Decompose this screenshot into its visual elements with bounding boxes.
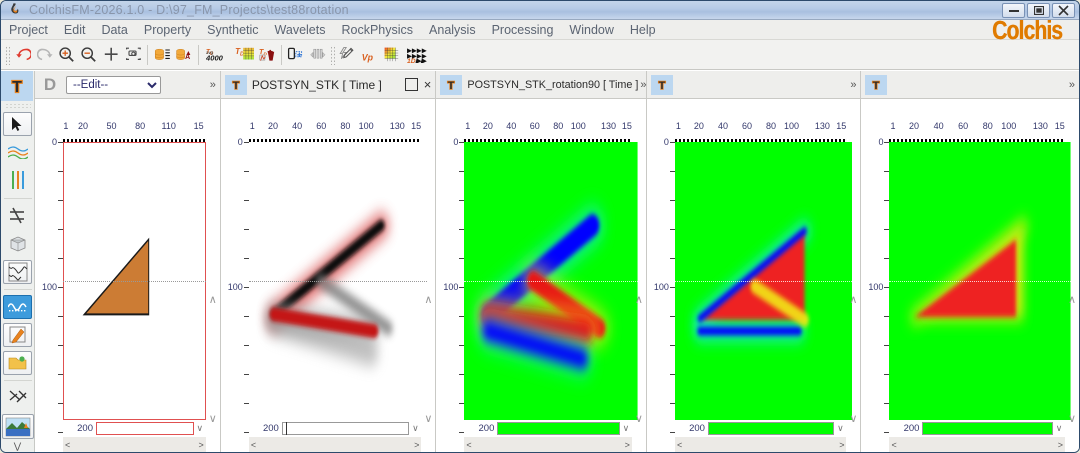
svg-text:T: T	[873, 80, 880, 92]
svg-text:T: T	[232, 80, 239, 92]
svg-text:1D▶▶: 1D▶▶	[407, 57, 427, 63]
svg-text:A: A	[185, 51, 190, 60]
svg-text:T: T	[448, 80, 455, 92]
svg-text:T: T	[659, 80, 666, 92]
svg-text:4000: 4000	[206, 53, 224, 62]
svg-text:T: T	[12, 79, 22, 96]
svg-text:TD: TD	[235, 47, 244, 57]
svg-text:Vp: Vp	[362, 52, 374, 62]
svg-text:D: D	[44, 75, 56, 94]
